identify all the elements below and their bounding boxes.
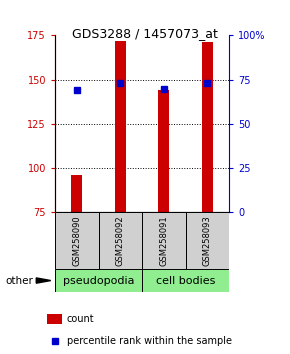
- Text: count: count: [67, 314, 95, 324]
- Text: pseudopodia: pseudopodia: [63, 275, 134, 286]
- Bar: [55, 212, 99, 269]
- Text: GSM258091: GSM258091: [159, 215, 168, 266]
- Text: GSM258092: GSM258092: [116, 215, 125, 266]
- Bar: [99, 212, 142, 269]
- Text: cell bodies: cell bodies: [156, 275, 215, 286]
- Bar: [186, 212, 229, 269]
- Bar: [142, 212, 186, 269]
- Bar: [202, 42, 213, 212]
- Bar: [71, 175, 82, 212]
- Text: percentile rank within the sample: percentile rank within the sample: [67, 336, 232, 346]
- Bar: [115, 41, 126, 212]
- Polygon shape: [36, 278, 51, 283]
- Text: GDS3288 / 1457073_at: GDS3288 / 1457073_at: [72, 27, 218, 40]
- Bar: [47, 314, 62, 324]
- Text: GSM258090: GSM258090: [72, 215, 81, 266]
- Bar: [142, 269, 229, 292]
- Bar: [158, 90, 169, 212]
- Text: other: other: [6, 276, 34, 286]
- Text: GSM258093: GSM258093: [203, 215, 212, 266]
- Bar: [55, 269, 142, 292]
